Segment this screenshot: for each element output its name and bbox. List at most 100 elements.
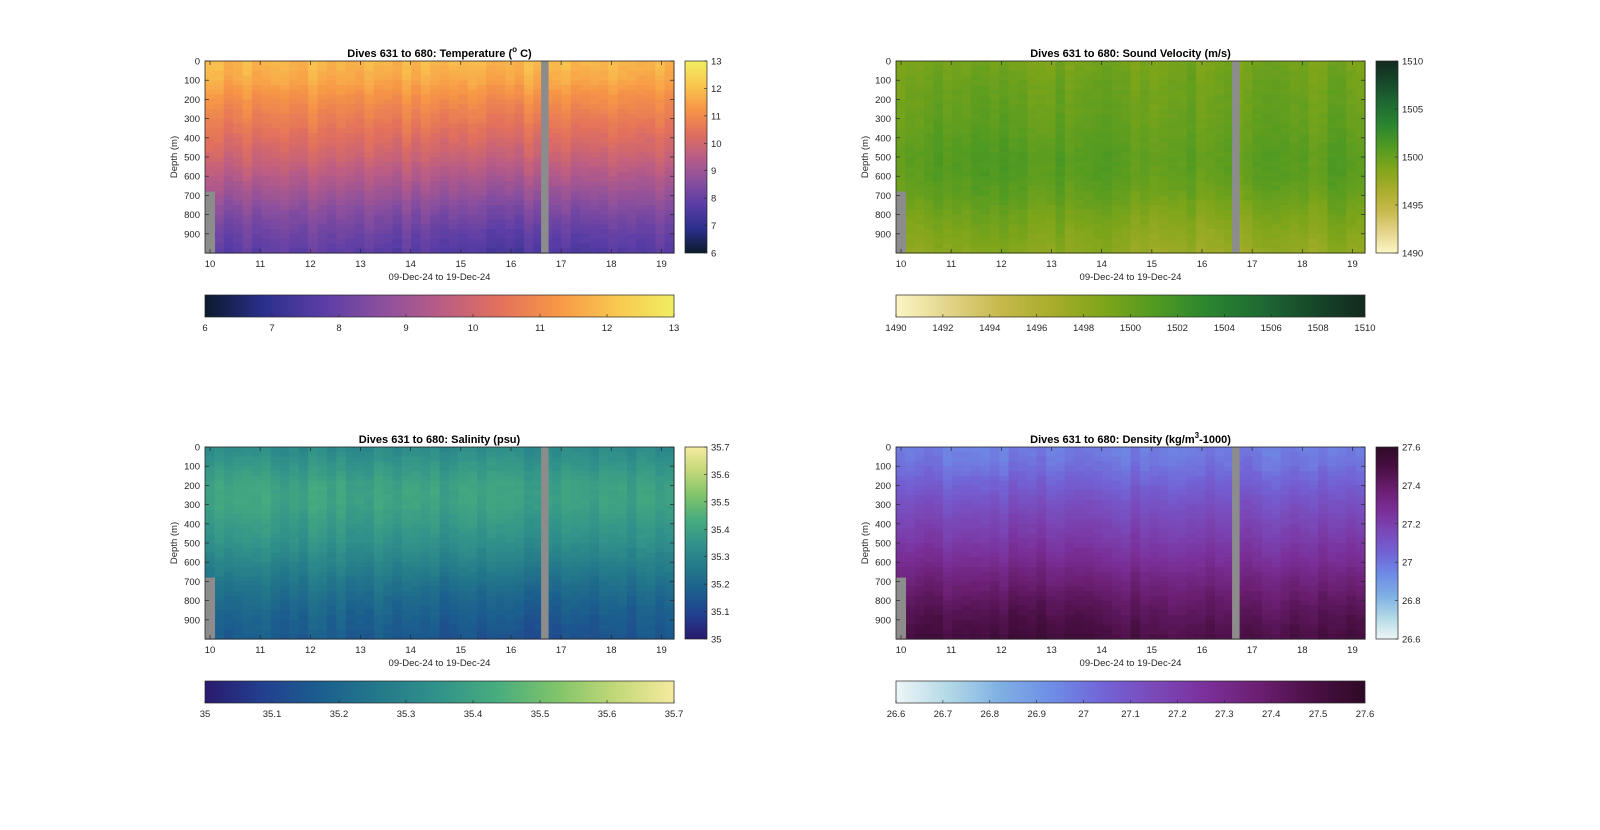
heatmap-cell (214, 85, 225, 91)
heatmap-cell (1261, 61, 1272, 67)
heatmap-cell (308, 461, 319, 467)
heatmap-cell (533, 94, 544, 100)
heatmap-cell (1308, 80, 1319, 86)
heatmap-cell (1064, 123, 1075, 129)
heatmap-cell (664, 89, 675, 96)
heatmap-cell (1111, 142, 1122, 148)
heatmap-cell (1252, 142, 1263, 148)
heatmap-cell (580, 185, 591, 192)
heatmap-cell (1346, 123, 1357, 129)
heatmap-cell (1186, 89, 1197, 96)
heatmap-cell (205, 65, 215, 72)
heatmap-cell (627, 99, 638, 105)
heatmap-cell (392, 219, 403, 225)
heatmap-cell (336, 447, 347, 453)
heatmap-cell (914, 229, 925, 235)
heatmap-cell (1158, 70, 1169, 76)
heatmap-cell (233, 94, 244, 100)
heatmap-cell (355, 528, 366, 534)
heatmap-cell (298, 485, 309, 491)
heatmap-cell (326, 538, 337, 544)
heatmap-cell (1327, 248, 1338, 254)
heatmap-cell (336, 99, 347, 105)
heatmap-cell (933, 185, 944, 192)
heatmap-cell (924, 233, 935, 240)
heatmap-cell (289, 571, 300, 578)
heatmap-cell (486, 224, 497, 230)
heatmap-cell (1017, 128, 1028, 134)
colorbar-right-tick-label: 12 (711, 84, 722, 95)
heatmap-cell (364, 533, 375, 539)
heatmap-cell (242, 181, 253, 187)
heatmap-cell (355, 61, 366, 67)
heatmap-cell (1214, 99, 1225, 105)
heatmap-cell (383, 128, 394, 134)
heatmap-cell (280, 200, 291, 206)
heatmap-cell (1046, 224, 1057, 230)
heatmap-cell (392, 157, 403, 163)
heatmap-cell (896, 80, 906, 86)
heatmap-cell (1139, 128, 1150, 134)
heatmap-cell (439, 152, 450, 158)
heatmap-cell (420, 224, 431, 230)
heatmap-cell (251, 185, 262, 192)
heatmap-cell (308, 451, 319, 458)
heatmap-cell (1214, 75, 1225, 81)
heatmap-cell (561, 248, 572, 254)
heatmap-cell (1205, 166, 1216, 172)
heatmap-cell (251, 200, 262, 206)
heatmap-cell (1186, 75, 1197, 81)
heatmap-cell (1064, 94, 1075, 100)
heatmap-cell (1064, 219, 1075, 225)
heatmap-cell (280, 248, 291, 254)
heatmap-cell (289, 495, 300, 501)
heatmap-cell (999, 113, 1010, 120)
heatmap-cell (1064, 61, 1075, 67)
heatmap-cell (1121, 89, 1132, 96)
heatmap-cell (251, 99, 262, 105)
heatmap-cell (961, 109, 972, 115)
heatmap-cell (505, 190, 516, 196)
heatmap-cell (1271, 133, 1282, 139)
heatmap-cell (980, 166, 991, 172)
heatmap-cell (1271, 99, 1282, 105)
heatmap-cell (552, 65, 563, 72)
heatmap-cell (1243, 190, 1254, 196)
heatmap-cell (1280, 181, 1291, 187)
heatmap-cell (1121, 157, 1132, 163)
heatmap-cell (1355, 61, 1366, 67)
heatmap-cell (1196, 214, 1207, 220)
heatmap-cell (1008, 123, 1019, 129)
missing-data-block (205, 191, 216, 253)
heatmap-cell (326, 224, 337, 230)
y-tick-label: 100 (184, 76, 200, 87)
heatmap-cell (261, 562, 272, 568)
heatmap-cell (1336, 94, 1347, 100)
heatmap-cell (261, 80, 272, 86)
heatmap-cell (458, 243, 469, 249)
heatmap-cell (326, 200, 337, 206)
heatmap-cell (1168, 137, 1178, 144)
colorbar-bottom (204, 294, 675, 318)
heatmap-cell (1158, 147, 1169, 153)
heatmap-cell (533, 214, 544, 220)
heatmap-cell (645, 171, 656, 177)
data-gap (1232, 61, 1240, 253)
heatmap-cell (1280, 61, 1291, 67)
heatmap-cell (1224, 233, 1235, 240)
heatmap-cell (251, 171, 262, 177)
heatmap-cell (598, 65, 609, 72)
heatmap-cell (430, 233, 441, 240)
heatmap-cell (608, 75, 619, 81)
heatmap-cell (552, 109, 563, 115)
heatmap-cell (317, 514, 328, 520)
heatmap-cell (645, 224, 656, 230)
heatmap-cell (1299, 161, 1310, 168)
heatmap-cell (214, 118, 225, 124)
heatmap-cell (505, 99, 516, 105)
heatmap-cell (1308, 195, 1319, 201)
heatmap-cell (1139, 65, 1150, 72)
heatmap-cell (1074, 147, 1085, 153)
heatmap-cell (336, 509, 347, 515)
heatmap-cell (1027, 190, 1038, 196)
